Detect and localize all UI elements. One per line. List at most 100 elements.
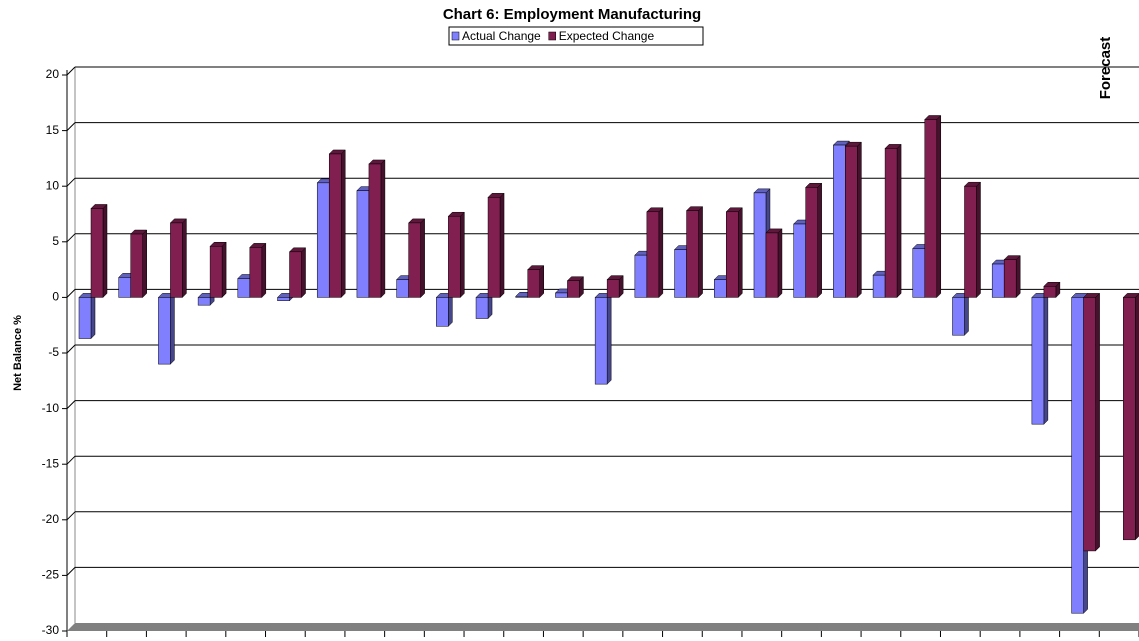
bar-side [539,264,544,299]
bar [158,297,171,365]
grid-line [66,122,76,131]
bar [845,145,858,298]
bar [197,297,211,306]
bar [793,223,806,298]
bar-side [90,292,96,340]
bar [1043,286,1057,298]
bar [924,119,938,298]
bar [90,208,104,298]
y-tick-label: -10 [42,401,60,415]
bar-side [499,192,505,299]
bar-side [896,143,902,299]
bar [594,297,608,385]
bar [249,247,263,298]
bar [408,222,421,298]
bar [991,263,1005,298]
legend-label: Actual Change [462,29,541,43]
bar [634,254,648,298]
y-tick-label: 20 [46,67,60,81]
bar [872,274,886,298]
bar [555,292,568,298]
bar-side [1043,292,1049,425]
y-axis-label: Net Balance % [12,315,24,391]
legend-swatch [451,31,460,41]
bar [368,163,382,298]
bar [448,215,461,298]
bar-side [182,218,187,299]
bar [515,296,528,298]
bar [714,279,727,298]
bar [475,297,489,319]
bar-side [1095,292,1100,552]
bar [1031,297,1045,425]
bar [170,222,183,298]
bar-side [170,292,175,365]
bar-side [221,241,227,299]
bar [209,245,223,298]
grid-line [66,233,76,243]
floor [67,623,1139,631]
grid-line [66,289,76,298]
bar [646,211,660,298]
bar [130,233,143,298]
bar [1123,297,1136,541]
bar-side [976,181,981,299]
bar-side [340,149,346,299]
bar [328,153,342,298]
bar [726,211,739,298]
bar [78,297,92,339]
y-tick-label: -25 [42,568,60,582]
bar-side [102,203,108,299]
bar-side [817,182,822,299]
bar-side [857,141,862,299]
bar [567,280,580,298]
bar-side [301,247,306,299]
legend-box [448,26,704,46]
bar [1083,297,1096,552]
bar [527,269,540,298]
y-tick-label: 10 [46,178,60,192]
bar-side [738,207,743,299]
y-tick-label: -15 [42,456,60,470]
bar [487,197,501,298]
y-tick-label: 15 [46,123,60,137]
bar [912,248,926,298]
grid-line [66,455,76,465]
bar [765,232,779,298]
y-tick-label: 0 [52,290,59,304]
bar-side [1015,254,1021,299]
bar-side [380,159,386,299]
y-tick-label: -30 [42,623,60,637]
bar [753,192,767,298]
bar [964,185,977,298]
bar-side [777,228,783,299]
bar [833,144,846,298]
grid-line [66,66,76,76]
bar [1003,259,1017,298]
y-tick-label: 5 [52,234,59,248]
bar [356,190,370,298]
bar [952,297,965,336]
y-tick-label: -5 [48,345,59,359]
legend-label: Expected Change [559,29,655,43]
bar-side [261,242,267,299]
bar-side [1135,293,1139,541]
bar-side [658,207,664,299]
bar-side [420,218,425,299]
bar-side [936,114,942,299]
bar-side [964,292,969,336]
grid-line [66,177,76,187]
bar [674,249,687,298]
bar-side [698,206,703,299]
forecast-annotation: Forecast [1097,37,1114,100]
bar [805,187,818,298]
bar [1071,297,1084,614]
bar [118,277,131,298]
bar [686,210,699,298]
y-tick-label: -20 [42,512,60,526]
bar [237,278,251,298]
grid-line [66,567,76,576]
bar [316,182,330,298]
grid-line [66,511,76,521]
